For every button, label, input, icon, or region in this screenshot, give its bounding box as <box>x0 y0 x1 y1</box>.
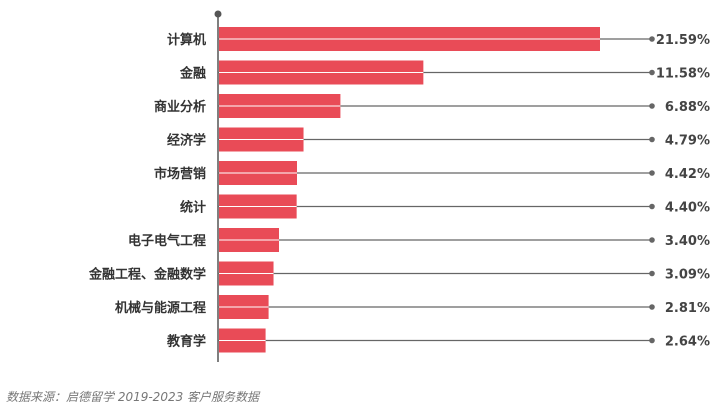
y-axis-dot <box>214 10 222 18</box>
value-label: 2.81% <box>665 301 710 316</box>
value-label: 11.58% <box>656 67 710 82</box>
value-label: 21.59% <box>656 33 710 48</box>
value-label: 2.64% <box>665 335 710 350</box>
category-label: 金融工程、金融数学 <box>88 267 206 283</box>
category-label: 经济学 <box>167 133 206 149</box>
category-label: 市场营销 <box>154 166 206 182</box>
category-label: 计算机 <box>167 32 206 48</box>
value-label: 4.42% <box>665 167 710 182</box>
leader-dot <box>649 237 655 243</box>
category-label: 统计 <box>180 200 206 216</box>
source-note: 数据来源：启德留学 2019-2023 客户服务数据 <box>6 390 260 404</box>
leader-dot <box>649 36 655 42</box>
leader-dot <box>649 270 655 277</box>
value-label: 4.40% <box>665 201 710 216</box>
value-label: 3.40% <box>665 234 710 249</box>
category-label: 机械与能源工程 <box>115 300 206 316</box>
value-label: 6.88% <box>665 100 710 115</box>
category-label: 商业分析 <box>154 99 206 115</box>
leader-dot <box>649 170 655 176</box>
leader-dot <box>649 337 655 344</box>
leader-dot <box>649 304 655 310</box>
value-label: 4.79% <box>665 134 710 149</box>
leader-dot <box>649 69 655 76</box>
leader-dot <box>649 103 655 109</box>
category-label: 金融 <box>179 66 206 82</box>
category-label: 教育学 <box>166 334 206 350</box>
bars-layer: 计算机 21.59% 金融 11.58% 商业分析 6.88% 经济学 4.79% 市场营销 4.… <box>88 27 710 353</box>
leader-dot <box>649 136 655 143</box>
leader-dot <box>649 203 655 210</box>
value-label: 3.09% <box>665 268 710 283</box>
category-label: 电子电气工程 <box>128 233 206 249</box>
